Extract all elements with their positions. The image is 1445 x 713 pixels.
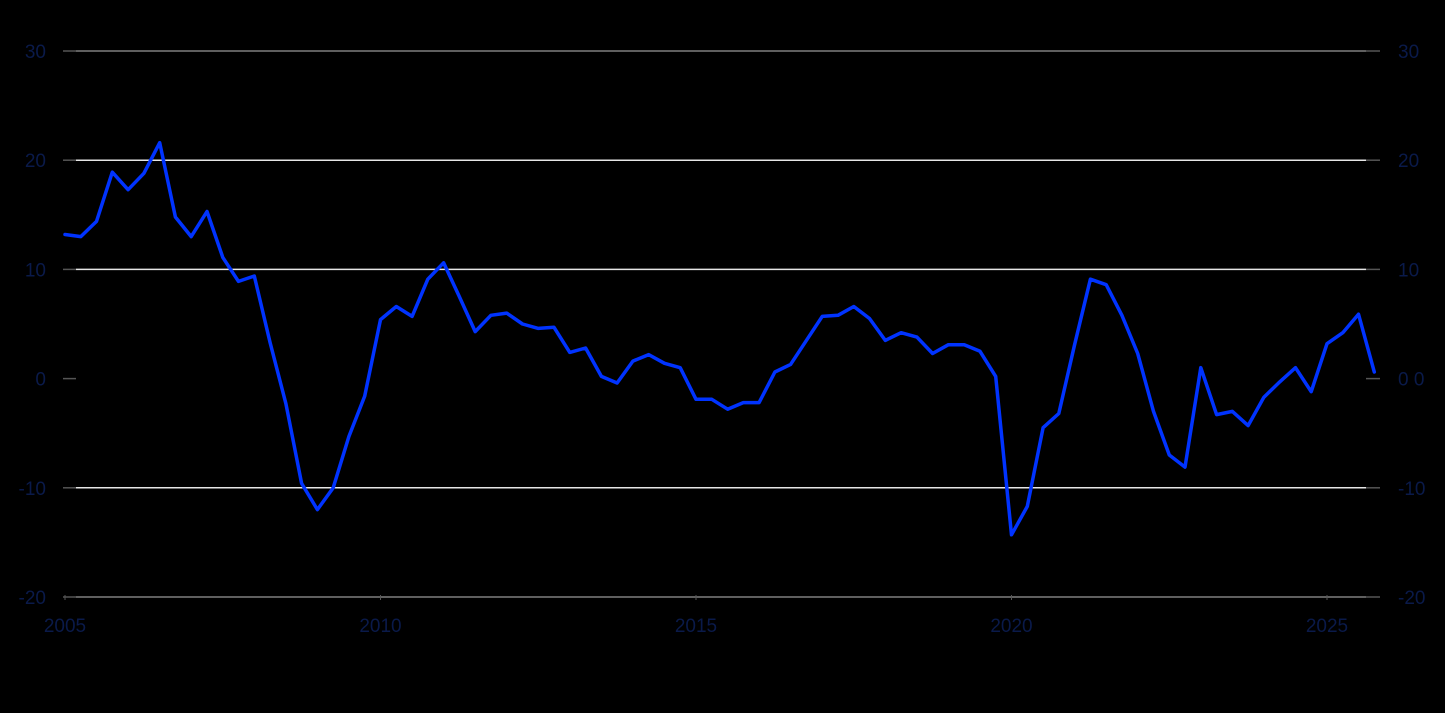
gridlines	[63, 50, 1380, 598]
x-tick-label: 2005	[44, 616, 86, 637]
data-series-line	[63, 140, 1377, 537]
y-tick-label-right: 0 0	[1398, 370, 1424, 391]
x-tick-label: 2010	[359, 616, 401, 637]
x-axis: 2005 2010 2015 2020 2025	[44, 595, 1348, 637]
y-tick-label-left: 30	[25, 42, 46, 63]
x-tick-label: 2020	[990, 616, 1032, 637]
x-tick-label: 2015	[675, 616, 717, 637]
y-tick-label-left: -20	[19, 588, 46, 609]
y-tick-label-right: 20	[1398, 151, 1419, 172]
y-tick-label-right: -10	[1398, 479, 1425, 500]
y-tick-label-right: 10	[1398, 260, 1419, 281]
y-tick-label-left: -10	[19, 479, 46, 500]
y-tick-label-right: 30	[1398, 42, 1419, 63]
y-tick-label-right: -20	[1398, 588, 1425, 609]
y-tick-label-left: 20	[25, 151, 46, 172]
x-tick-label: 2025	[1306, 616, 1348, 637]
y-tick-label-left: 0	[35, 370, 46, 391]
y-tick-label-left: 10	[25, 260, 46, 281]
y-axis-left: 30 20 10 0 -10 -20	[19, 42, 46, 609]
y-axis-right: 30 20 10 0 0 -10 -20	[1398, 42, 1425, 609]
